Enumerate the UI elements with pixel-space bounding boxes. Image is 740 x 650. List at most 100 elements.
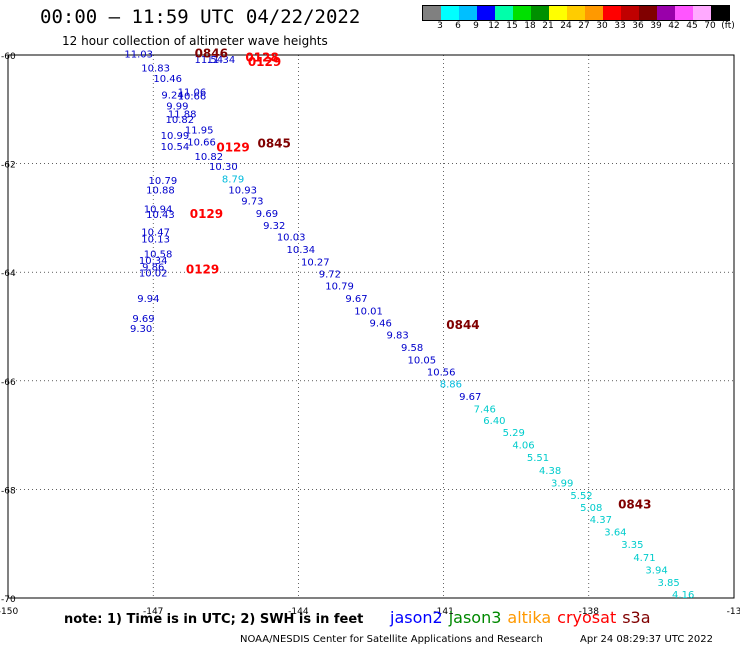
longitude-tick-label: -13 bbox=[727, 607, 740, 617]
wave-height-label: 4.06 bbox=[512, 441, 534, 452]
color-swatch bbox=[477, 6, 495, 20]
wave-height-label: 10.56 bbox=[427, 367, 456, 378]
color-swatch bbox=[585, 6, 603, 20]
color-swatch bbox=[495, 6, 513, 20]
color-swatch bbox=[711, 6, 729, 20]
color-scale-label: 24 bbox=[560, 21, 572, 31]
wave-height-label: 10.66 bbox=[187, 138, 216, 149]
wave-height-label: 9.30 bbox=[130, 324, 152, 335]
wave-height-label: 10.58 bbox=[144, 250, 173, 261]
satellite-jason3-label: jason3 bbox=[448, 608, 502, 627]
wave-height-label: 6.40 bbox=[483, 416, 505, 427]
color-swatch bbox=[693, 6, 711, 20]
wave-height-label: 3.99 bbox=[551, 479, 573, 490]
wave-height-label: 9.67 bbox=[459, 392, 481, 403]
satellite-jason2-label: jason2 bbox=[390, 608, 443, 627]
map-title: 00:00 – 11:59 UTC 04/22/2022 bbox=[40, 6, 361, 28]
wave-height-label: 4.16 bbox=[672, 590, 694, 601]
color-swatch bbox=[459, 6, 477, 20]
satellite-cryosat-label: cryosat bbox=[557, 608, 617, 627]
latitude-tick-label: -68 bbox=[1, 486, 16, 496]
wave-height-label: 9.58 bbox=[401, 343, 423, 354]
color-swatch bbox=[657, 6, 675, 20]
color-scale-label: (ft) bbox=[721, 21, 735, 31]
color-swatch bbox=[675, 6, 693, 20]
wave-height-label: 10.94 bbox=[144, 204, 173, 215]
color-swatch bbox=[513, 6, 531, 20]
color-scale-label: 3 bbox=[437, 21, 443, 31]
wave-height-label: 9.69 bbox=[132, 314, 154, 325]
pass-time-label: 0129 bbox=[190, 207, 223, 221]
color-scale-label: 36 bbox=[632, 21, 644, 31]
wave-height-label: 10.46 bbox=[153, 74, 182, 85]
wave-height-label: 10.34 bbox=[139, 256, 168, 267]
credit-text: NOAA/NESDIS Center for Satellite Applica… bbox=[240, 634, 543, 645]
color-scale-label: 33 bbox=[614, 21, 626, 31]
latitude-tick-label: -70 bbox=[1, 595, 16, 605]
wave-height-label: 5.08 bbox=[580, 503, 602, 514]
color-scale-label: 12 bbox=[488, 21, 500, 31]
color-scale-label: 30 bbox=[596, 21, 608, 31]
color-scale-label: 42 bbox=[668, 21, 680, 31]
wave-height-label: 9.99 bbox=[166, 101, 188, 112]
color-scale-label: 6 bbox=[455, 21, 461, 31]
satellite-altika-label: altika bbox=[507, 608, 552, 627]
generated-timestamp: Apr 24 08:29:37 UTC 2022 bbox=[580, 634, 713, 645]
units-note: note: 1) Time is in UTC; 2) SWH is in fe… bbox=[64, 612, 364, 627]
wave-height-label: 9.69 bbox=[256, 209, 278, 220]
satellite-legend: jason2 jason3 altika cryosat s3a bbox=[390, 608, 657, 627]
wave-height-label: 9.73 bbox=[241, 196, 263, 207]
wave-height-label: 7.46 bbox=[474, 404, 496, 415]
pass-time-label: 0843 bbox=[618, 497, 651, 511]
wave-height-label: 5.51 bbox=[527, 453, 549, 464]
latitude-tick-label: -60 bbox=[1, 52, 16, 62]
wave-height-label: 10.47 bbox=[141, 227, 170, 238]
wave-height-label: 10.02 bbox=[139, 269, 168, 280]
wave-height-label: 3.35 bbox=[621, 540, 643, 551]
color-swatch bbox=[549, 6, 567, 20]
color-scale-label: 18 bbox=[524, 21, 536, 31]
color-scale-label: 39 bbox=[650, 21, 662, 31]
map-frame bbox=[7, 54, 735, 599]
wave-height-label: 5.29 bbox=[503, 428, 525, 439]
wave-height-label: 10.27 bbox=[301, 258, 330, 269]
wave-height-label: 9.24 bbox=[161, 90, 183, 101]
color-swatch bbox=[423, 6, 441, 20]
pass-time-label: 0845 bbox=[257, 136, 290, 150]
wave-height-label: 10.43 bbox=[146, 210, 175, 221]
wave-height-label: 10.30 bbox=[209, 162, 238, 173]
longitude-tick-label: -150 bbox=[0, 607, 18, 617]
wave-height-label: 8.86 bbox=[440, 379, 462, 390]
wave-height-label: 9.67 bbox=[345, 294, 367, 305]
color-swatch bbox=[603, 6, 621, 20]
wave-height-label: 10.01 bbox=[354, 307, 383, 318]
pass-time-label: 0129 bbox=[186, 262, 219, 276]
latitude-tick-label: -66 bbox=[1, 378, 16, 388]
wave-height-label: 10.88 bbox=[146, 185, 175, 196]
wave-height-label: 4.37 bbox=[590, 515, 612, 526]
wave-height-label: 10.54 bbox=[161, 142, 190, 153]
wave-height-label: 10.93 bbox=[228, 185, 257, 196]
color-swatch bbox=[531, 6, 549, 20]
wave-height-label: 9.72 bbox=[319, 270, 341, 281]
wave-height-label: 10.99 bbox=[161, 131, 190, 142]
longitude-tick-label: -141 bbox=[433, 607, 453, 617]
wave-height-label: 9.94 bbox=[137, 294, 159, 305]
wave-height-label: 9.32 bbox=[263, 221, 285, 232]
pass-time-label: 0128 bbox=[245, 51, 278, 65]
wave-height-label: 11.03 bbox=[124, 50, 153, 61]
wave-height-label: 10.34 bbox=[286, 245, 315, 256]
wave-height-label: 10.83 bbox=[141, 63, 170, 74]
wave-height-label: 11.88 bbox=[168, 109, 197, 120]
satellite-s3a-label: s3a bbox=[622, 608, 651, 627]
map-subtitle: 12 hour collection of altimeter wave hei… bbox=[62, 34, 328, 48]
wave-height-label: 4.38 bbox=[539, 466, 561, 477]
wave-height-label: 3.64 bbox=[604, 528, 626, 539]
wave-height-label: 10.79 bbox=[149, 176, 178, 187]
wave-height-label: 11.95 bbox=[185, 126, 214, 137]
color-scale-label: 15 bbox=[506, 21, 518, 31]
pass-time-label: 0846 bbox=[195, 47, 228, 61]
color-swatch bbox=[441, 6, 459, 20]
wave-height-label: 11.54 bbox=[195, 55, 224, 66]
wave-height-label: 4.71 bbox=[633, 553, 655, 564]
